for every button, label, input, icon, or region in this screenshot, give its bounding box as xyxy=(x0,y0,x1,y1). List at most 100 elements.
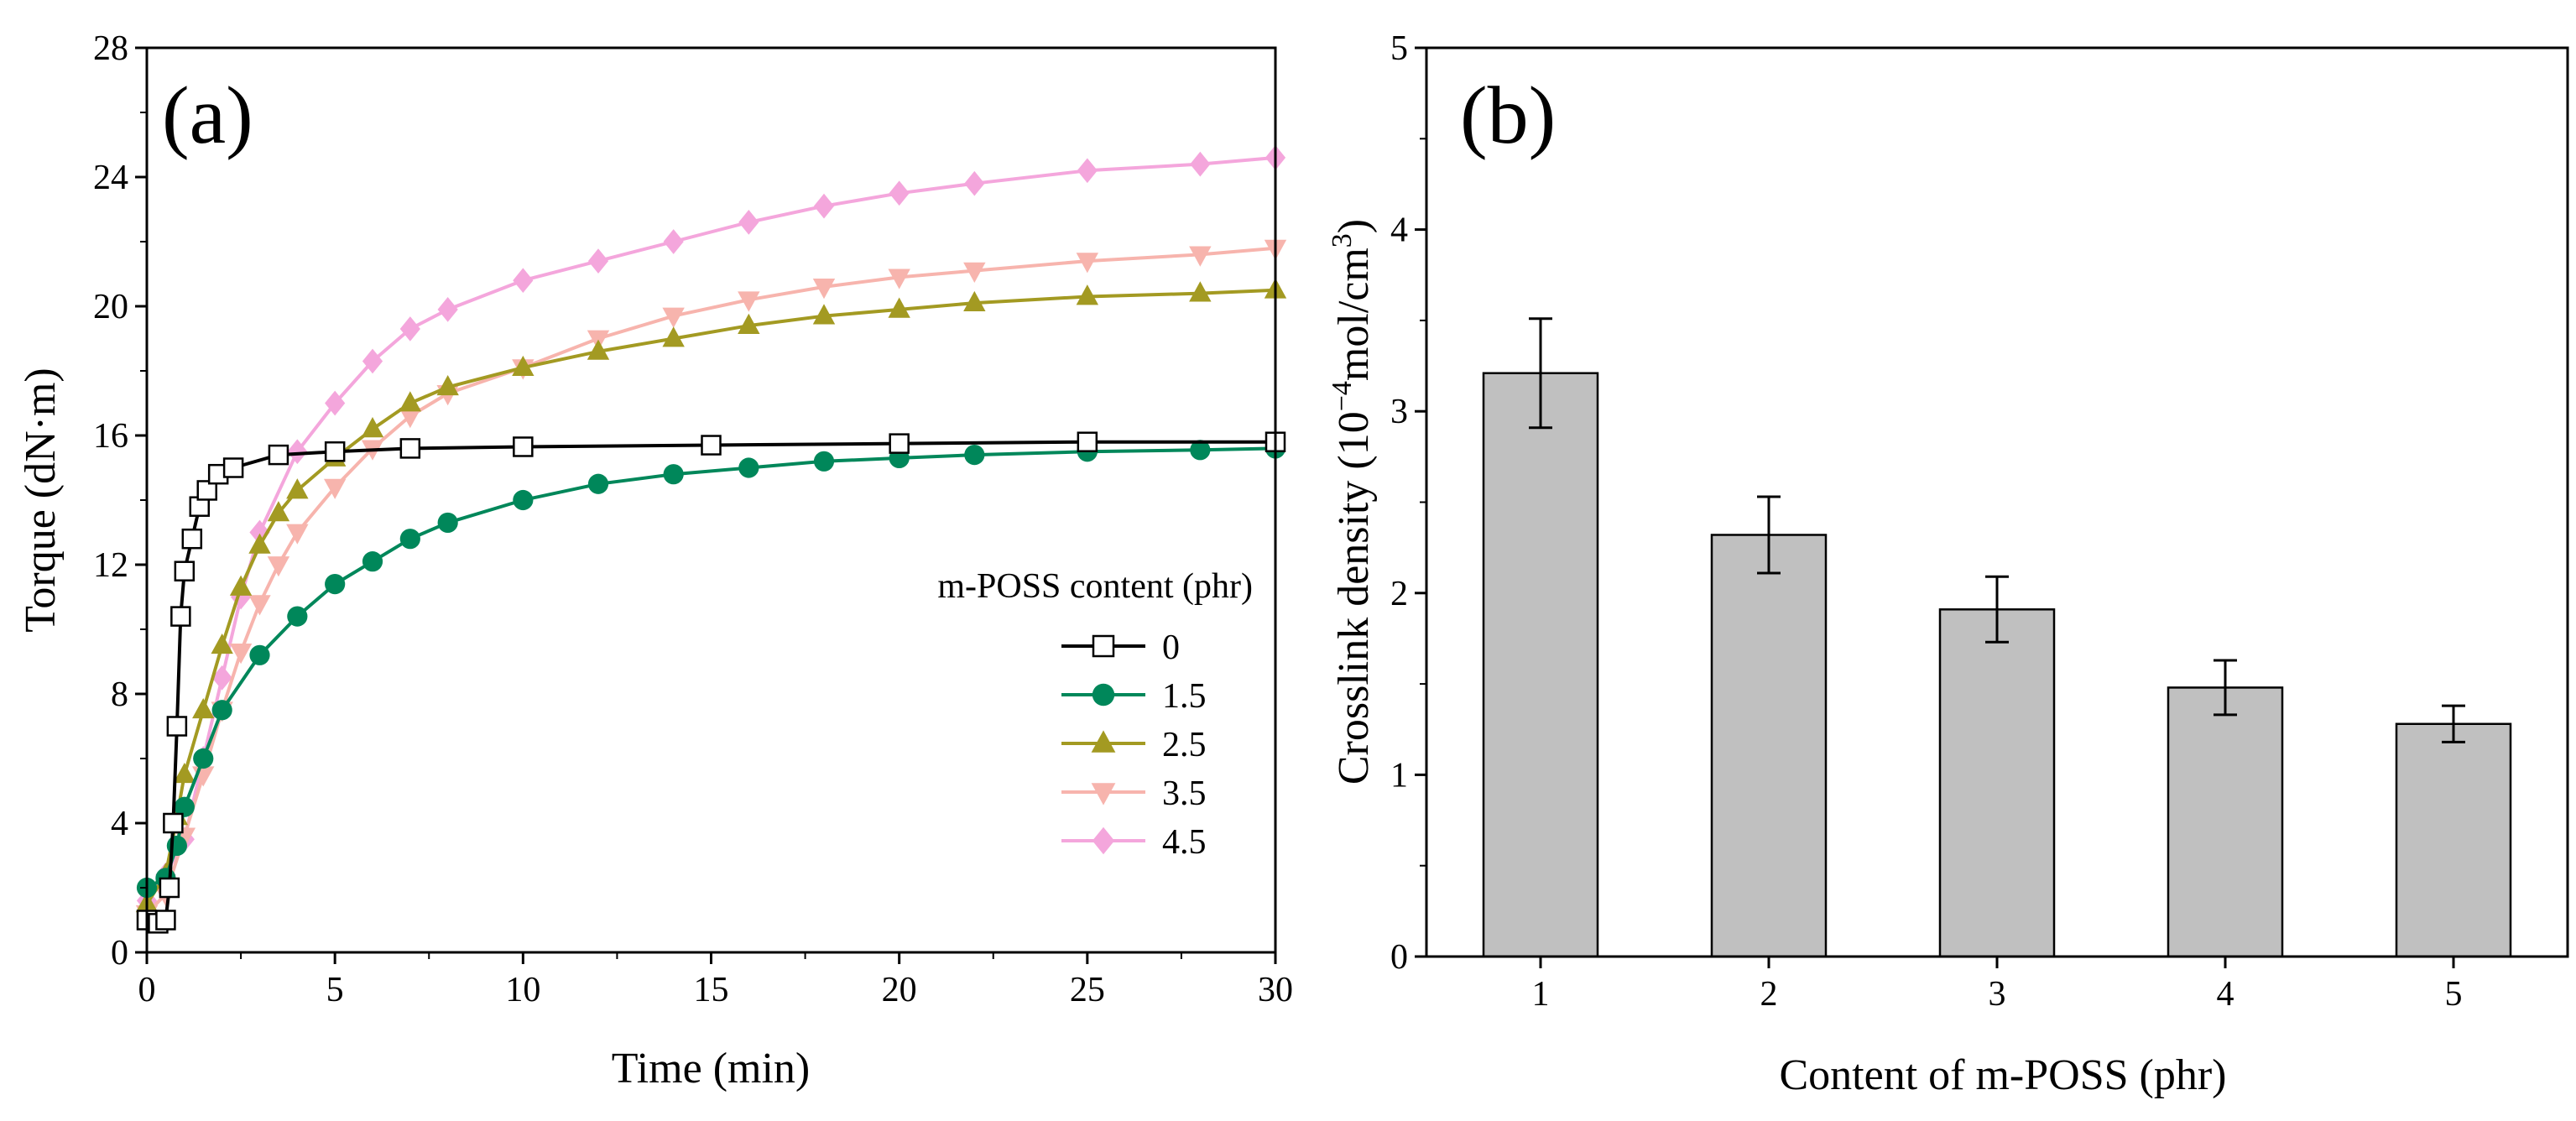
x-tick-label: 15 xyxy=(694,971,729,1009)
marker-triangle-up xyxy=(1091,730,1116,753)
legend-label: 3.5 xyxy=(1162,774,1207,813)
marker-diamond xyxy=(964,170,985,196)
marker-triangle-up xyxy=(1076,284,1099,305)
marker-diamond xyxy=(587,248,609,274)
marker-diamond xyxy=(437,297,458,322)
marker-circle xyxy=(587,473,609,494)
marker-diamond xyxy=(663,229,684,254)
marker-diamond xyxy=(813,193,835,219)
marker-square xyxy=(196,480,217,501)
series-line xyxy=(146,446,1276,889)
legend-item: 4.5 xyxy=(1061,823,1207,862)
y-label-middle: mol/cm xyxy=(1330,248,1378,381)
marker-circle xyxy=(437,512,458,534)
marker-triangle-down xyxy=(1189,246,1212,267)
bar xyxy=(1938,608,2056,958)
marker-triangle-down xyxy=(812,279,836,300)
marker-triangle-up xyxy=(192,697,215,719)
marker-square xyxy=(324,441,346,462)
marker-circle xyxy=(738,457,759,478)
marker-triangle-up xyxy=(436,374,459,396)
marker-square xyxy=(513,436,534,457)
marker-circle xyxy=(325,574,346,595)
marker-triangle-down xyxy=(286,524,309,545)
y-tick-label: 28 xyxy=(93,29,128,68)
marker-circle xyxy=(249,644,270,665)
panel-a-x-axis-label: Time (min) xyxy=(612,1045,810,1092)
panel-a-series-group xyxy=(135,145,1287,934)
legend-title: m-POSS content (phr) xyxy=(937,567,1253,606)
marker-square xyxy=(701,435,722,456)
marker-square xyxy=(174,560,196,581)
legend-item: 1.5 xyxy=(1061,677,1207,716)
marker-triangle-up xyxy=(587,339,610,360)
marker-triangle-down xyxy=(1076,253,1099,274)
marker-diamond xyxy=(399,316,420,342)
marker-diamond xyxy=(1092,826,1115,855)
marker-circle xyxy=(1190,440,1211,461)
error-bar xyxy=(2214,659,2237,717)
x-tick-label: 4 xyxy=(2217,975,2234,1014)
marker-square xyxy=(181,528,203,550)
marker-circle xyxy=(362,551,383,572)
bar xyxy=(1710,534,1828,958)
marker-square xyxy=(222,457,244,478)
marker-triangle-down xyxy=(963,262,986,283)
marker-diamond xyxy=(287,439,308,465)
marker-circle xyxy=(287,606,308,627)
series-line xyxy=(146,440,1275,925)
marker-circle xyxy=(1092,683,1115,706)
marker-triangle-up xyxy=(286,478,309,499)
marker-diamond xyxy=(362,348,383,374)
marker-diamond xyxy=(1077,158,1098,184)
marker-square xyxy=(399,438,421,459)
panel-b-label: (b) xyxy=(1460,70,1556,161)
x-tick-label: 2 xyxy=(1760,975,1778,1014)
marker-triangle-down xyxy=(662,307,685,328)
bar xyxy=(2167,686,2284,958)
marker-circle xyxy=(193,748,214,769)
y-tick-label: 4 xyxy=(1390,211,1408,250)
x-tick-label: 1 xyxy=(1532,975,1550,1014)
error-bar xyxy=(2442,704,2465,743)
y-tick-label: 5 xyxy=(1390,29,1408,68)
panel-a-legend: m-POSS content (phr) 0 1.5 2.5 3.5 4.5 xyxy=(937,567,1253,862)
marker-triangle-up xyxy=(738,313,760,334)
y-tick-label: 3 xyxy=(1390,393,1408,431)
y-label-prefix: Crosslink density (10 xyxy=(1330,411,1378,785)
x-tick-label: 25 xyxy=(1070,971,1105,1009)
marker-circle xyxy=(513,489,534,511)
y-tick-label: 2 xyxy=(1390,575,1408,613)
x-tick-label: 5 xyxy=(326,971,344,1009)
marker-square xyxy=(159,877,180,899)
y-tick-label: 1 xyxy=(1390,756,1408,795)
marker-triangle-down xyxy=(399,408,422,429)
series-line xyxy=(145,288,1276,905)
panel-b-x-axis-label: Content of m-POSS (phr) xyxy=(1780,1051,2227,1099)
x-tick-label: 5 xyxy=(2445,975,2463,1014)
panel-b-bars-group xyxy=(1482,317,2512,958)
panel-a: 0 5 10 15 20 25 30 0 4 8 12 16 20 24 28 (a) Time (min)… xyxy=(17,29,1293,1092)
bar xyxy=(2395,722,2512,958)
error-bar xyxy=(1985,575,2009,644)
marker-triangle-down xyxy=(738,291,760,312)
y-label-exponent-2: 3 xyxy=(1327,233,1358,248)
marker-circle xyxy=(813,451,835,472)
marker-triangle-up xyxy=(248,533,271,554)
panel-b-y-axis-label: Crosslink density (10−4mol/cm3) xyxy=(1327,219,1378,785)
marker-circle xyxy=(399,529,420,550)
y-tick-label: 8 xyxy=(111,675,128,714)
marker-triangle-up xyxy=(267,501,290,522)
panel-a-label: (a) xyxy=(162,70,253,161)
y-tick-label: 24 xyxy=(93,159,128,197)
marker-triangle-up xyxy=(512,355,534,377)
marker-triangle-up xyxy=(812,304,836,325)
marker-triangle-down xyxy=(323,478,347,499)
bar xyxy=(1482,372,1599,958)
marker-circle xyxy=(174,796,195,817)
panel-a-ticks: 0 5 10 15 20 25 30 0 4 8 12 16 20 24 28 xyxy=(93,29,1293,1009)
y-tick-label: 4 xyxy=(111,805,128,843)
marker-square xyxy=(155,910,176,931)
